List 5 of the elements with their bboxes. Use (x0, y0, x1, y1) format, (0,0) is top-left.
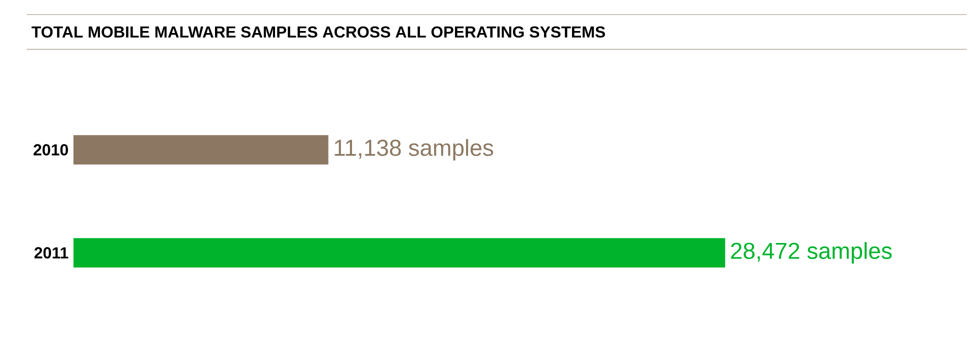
data-label: 28,472 samples (731, 242, 892, 264)
y-tick-label: 2010 (34, 144, 68, 156)
y-tick-label: 2011 (34, 247, 68, 258)
data-label: 11,138 samples (334, 139, 494, 161)
chart-title: TOTAL MOBILE MALWARE SAMPLES ACROSS ALL OPERATING SYSTEMS (32, 26, 605, 38)
